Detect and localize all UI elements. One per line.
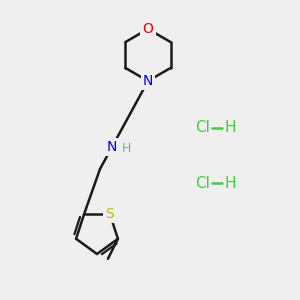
Text: Cl: Cl	[195, 176, 210, 190]
Text: N: N	[143, 74, 153, 88]
Text: H: H	[121, 142, 131, 155]
Text: O: O	[142, 22, 153, 36]
Text: Cl: Cl	[195, 121, 210, 136]
Text: S: S	[106, 207, 114, 221]
Text: N: N	[107, 140, 117, 154]
Text: H: H	[224, 121, 236, 136]
Text: H: H	[224, 176, 236, 190]
